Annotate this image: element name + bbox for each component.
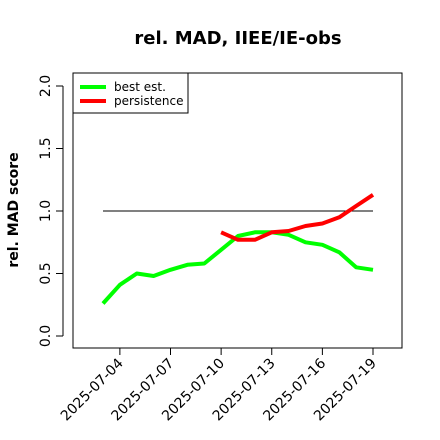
legend-box xyxy=(72,72,189,114)
y-axis-label: rel. MAD score xyxy=(6,152,22,267)
y-tick-label: 2.0 xyxy=(38,75,54,97)
y-tick-label: 1.5 xyxy=(38,137,54,159)
y-tick-label: 1.0 xyxy=(38,200,54,222)
chart-title: rel. MAD, IIEE/IE-obs xyxy=(134,28,341,49)
legend-label: persistence xyxy=(114,94,183,108)
legend: best est.persistence xyxy=(72,72,189,114)
legend-label: best est. xyxy=(114,80,166,94)
y-tick-label: 0.0 xyxy=(38,325,54,347)
series-line xyxy=(101,230,374,305)
y-axis: 0.0 0.5 1.0 1.5 2.0 xyxy=(38,75,64,347)
y-tick-label: 0.5 xyxy=(38,262,54,284)
plot-area xyxy=(101,193,375,305)
series-line xyxy=(220,193,375,242)
x-axis: 2025-07-042025-07-072025-07-102025-07-13… xyxy=(58,347,380,424)
